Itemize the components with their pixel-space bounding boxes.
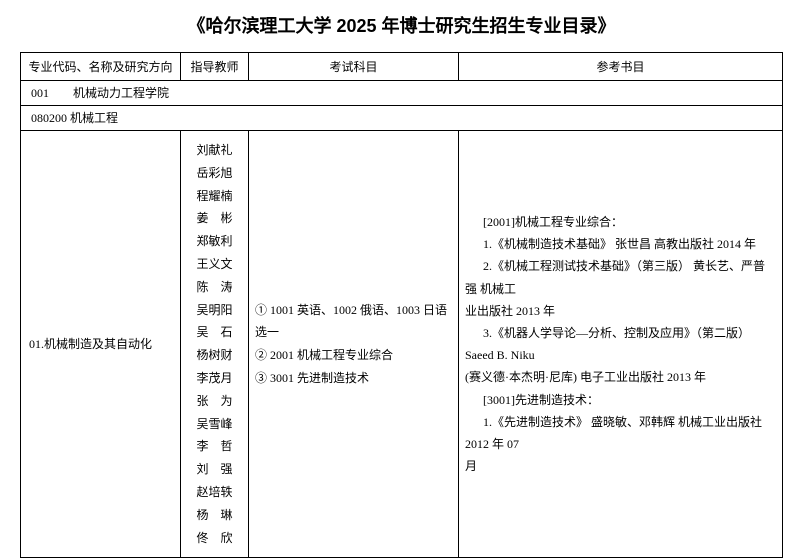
ref-line: (赛义德·本杰明·尼库) 电子工业出版社 2013 年: [465, 366, 776, 388]
subject-line: ② 2001 机械工程专业综合: [255, 344, 452, 367]
ref-line: [3001]先进制造技术：: [465, 389, 776, 411]
subject-line: ③ 3001 先进制造技术: [255, 367, 452, 390]
ref-line: 3.《机器人学导论—分析、控制及应用》（第二版）Saeed B. Niku: [465, 322, 776, 366]
refs-cell: [2001]机械工程专业综合： 1.《机械制造技术基础》 张世昌 高教出版社 2…: [459, 131, 783, 558]
catalog-table: 专业代码、名称及研究方向 指导教师 考试科目 参考书目 001 机械动力工程学院…: [20, 52, 783, 558]
ref-line: 月: [465, 455, 776, 477]
page-title: 《哈尔滨理工大学 2025 年博士研究生招生专业目录》: [20, 12, 783, 38]
dept-cell: 001 机械动力工程学院: [21, 81, 783, 106]
advisors-cell: 刘献礼 岳彩旭 程耀楠 姜 彬 郑敏利 王义文 陈 涛 吴明阳 吴 石 杨树财 …: [181, 131, 249, 558]
major-cell: 080200 机械工程: [21, 106, 783, 131]
header-refs: 参考书目: [459, 53, 783, 81]
ref-line: 业出版社 2013 年: [465, 300, 776, 322]
ref-line: [2001]机械工程专业综合：: [465, 211, 776, 233]
major-row: 080200 机械工程: [21, 106, 783, 131]
content-row: 01.机械制造及其自动化 刘献礼 岳彩旭 程耀楠 姜 彬 郑敏利 王义文 陈 涛…: [21, 131, 783, 558]
ref-line: 2.《机械工程测试技术基础》（第三版） 黄长艺、严普强 机械工: [465, 255, 776, 299]
ref-line: 1.《机械制造技术基础》 张世昌 高教出版社 2014 年: [465, 233, 776, 255]
subject-line: ① 1001 英语、1002 俄语、1003 日语选一: [255, 299, 452, 345]
header-row: 专业代码、名称及研究方向 指导教师 考试科目 参考书目: [21, 53, 783, 81]
header-direction: 专业代码、名称及研究方向: [21, 53, 181, 81]
dept-row: 001 机械动力工程学院: [21, 81, 783, 106]
header-subjects: 考试科目: [249, 53, 459, 81]
subjects-cell: ① 1001 英语、1002 俄语、1003 日语选一 ② 2001 机械工程专…: [249, 131, 459, 558]
ref-line: 1.《先进制造技术》 盛晓敏、邓韩辉 机械工业出版社 2012 年 07: [465, 411, 776, 455]
direction-cell: 01.机械制造及其自动化: [21, 131, 181, 558]
header-advisor: 指导教师: [181, 53, 249, 81]
